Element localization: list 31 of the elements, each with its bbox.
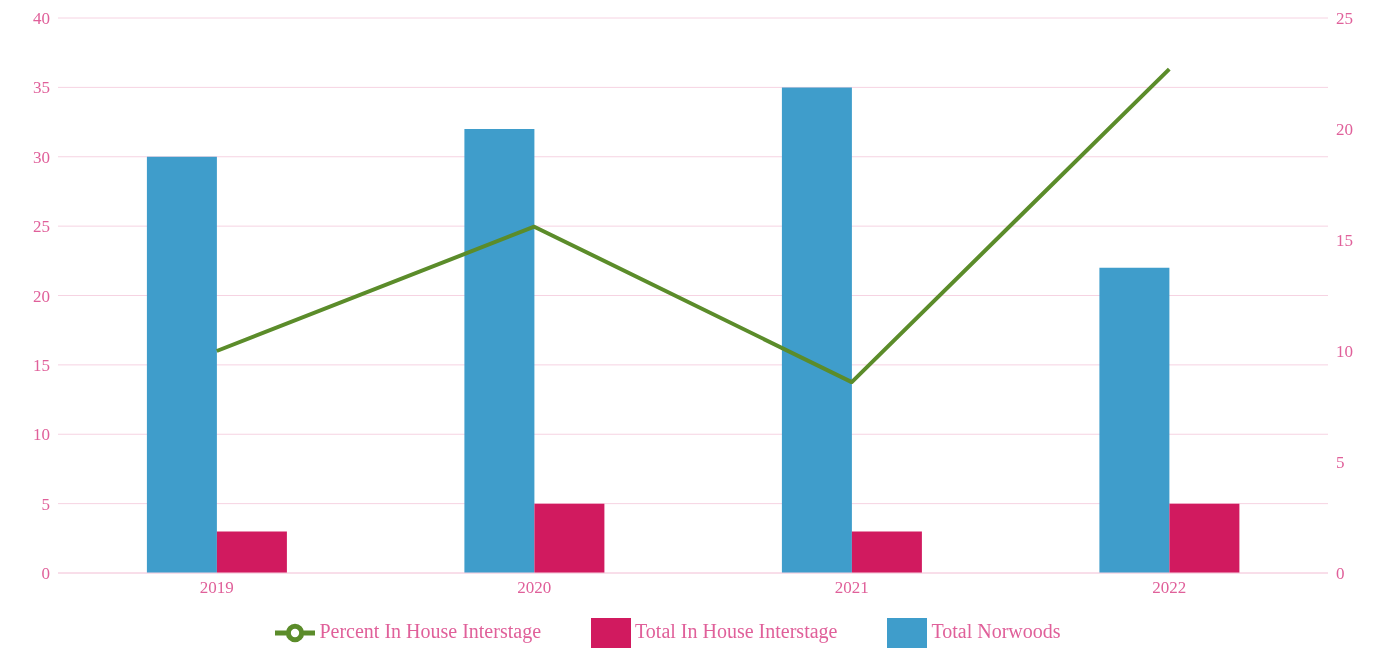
y-tick-label: 40 xyxy=(33,9,50,29)
x-tick-label: 2022 xyxy=(1152,578,1187,598)
y-tick-label: 35 xyxy=(33,78,50,98)
legend-label: Percent In House Interstage xyxy=(319,619,542,642)
y2-tick-label: 10 xyxy=(1336,342,1353,362)
y-tick-label: 0 xyxy=(41,564,50,584)
x-tick-label: 2021 xyxy=(834,578,869,598)
y2-tick-label: 15 xyxy=(1336,231,1353,251)
y-tick-label: 5 xyxy=(41,494,50,514)
bar xyxy=(216,531,287,573)
bar xyxy=(146,156,217,573)
x-tick-label: 2019 xyxy=(199,578,234,598)
legend-label: Total In House Interstage xyxy=(635,619,838,642)
line-series xyxy=(214,67,1172,385)
bar xyxy=(851,531,922,573)
bar xyxy=(464,129,535,573)
y-tick-label: 20 xyxy=(33,286,50,306)
y-tick-label: 15 xyxy=(33,355,50,375)
y-tick-label: 25 xyxy=(33,217,50,237)
y2-tick-label: 20 xyxy=(1336,120,1353,140)
y-tick-label: 10 xyxy=(33,425,50,445)
bar xyxy=(1169,503,1240,573)
y2-tick-label: 0 xyxy=(1336,564,1345,584)
bar xyxy=(781,87,852,573)
bar xyxy=(534,503,605,573)
y-tick-label: 30 xyxy=(33,147,50,167)
y2-tick-label: 25 xyxy=(1336,9,1353,29)
bar xyxy=(1099,267,1170,573)
y2-tick-label: 5 xyxy=(1336,453,1345,473)
legend-label: Total Norwoods xyxy=(931,619,1061,642)
x-tick-label: 2020 xyxy=(517,578,552,598)
